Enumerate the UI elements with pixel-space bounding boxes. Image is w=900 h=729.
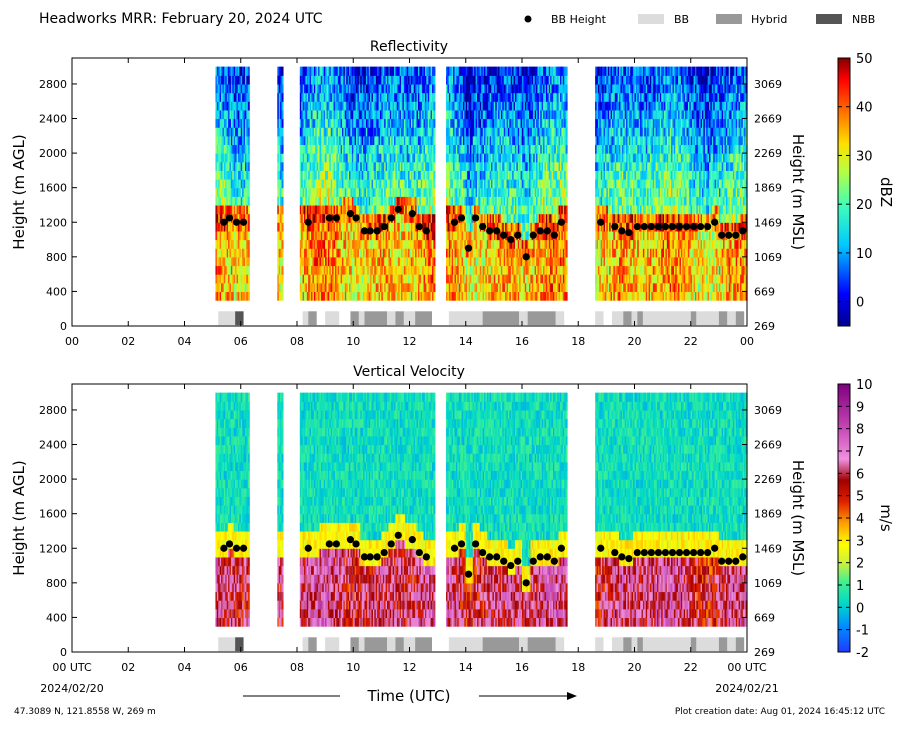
heatmap-cell xyxy=(248,248,250,257)
heatmap-cell xyxy=(433,257,435,266)
heatmap-column xyxy=(248,67,250,301)
heatmap-cell xyxy=(433,248,435,257)
heatmap-cell xyxy=(433,119,435,128)
heatmap-cell xyxy=(282,274,284,283)
heatmap-cell xyxy=(248,179,250,188)
heatmap-cell xyxy=(282,265,284,274)
heatmap-cell xyxy=(282,214,284,223)
legend-marker-bb-height xyxy=(525,16,532,23)
heatmap-cell xyxy=(248,274,250,283)
heatmap-cell xyxy=(433,75,435,84)
heatmap-cell xyxy=(433,231,435,240)
legend-swatch-bb xyxy=(638,14,664,24)
heatmap-cell xyxy=(433,144,435,153)
heatmap-cell xyxy=(248,153,250,162)
heatmap-cell xyxy=(282,205,284,214)
heatmap-cell xyxy=(248,170,250,179)
heatmap-cell xyxy=(248,291,250,300)
heatmap-cell xyxy=(433,179,435,188)
heatmap-cell xyxy=(282,240,284,249)
heatmap-cell xyxy=(433,110,435,119)
heatmap-cell xyxy=(433,101,435,110)
heatmap-cell xyxy=(248,196,250,205)
heatmap-cell xyxy=(282,110,284,119)
heatmap-cell xyxy=(248,127,250,136)
heatmap-cell xyxy=(282,101,284,110)
panel-reflectivity: Reflectivity Height (m AGL) Height (m MS… xyxy=(10,39,895,348)
heatmap-cell xyxy=(248,265,250,274)
heatmap-cell xyxy=(282,291,284,300)
heatmap-cell xyxy=(248,84,250,93)
heatmap-cell xyxy=(282,75,284,84)
heatmap-cell xyxy=(248,110,250,119)
heatmap-cell xyxy=(282,67,284,76)
heatmap-cell xyxy=(282,283,284,292)
heatmap-cell xyxy=(282,119,284,128)
heatmap-cell xyxy=(282,153,284,162)
heatmap-cell xyxy=(248,188,250,197)
heatmap-cell xyxy=(248,240,250,249)
heatmap-cell xyxy=(282,231,284,240)
heatmap-cell xyxy=(433,240,435,249)
heatmap-cell xyxy=(433,283,435,292)
heatmap-cell xyxy=(433,196,435,205)
heatmap-cell xyxy=(248,75,250,84)
heatmap-cell xyxy=(248,93,250,102)
heatmap-cell xyxy=(282,170,284,179)
heatmap-cell xyxy=(248,257,250,266)
heatmap-cell xyxy=(282,196,284,205)
heatmap-cell xyxy=(282,188,284,197)
heatmap-cell xyxy=(433,291,435,300)
heatmap-cell xyxy=(433,222,435,231)
heatmap-cell xyxy=(282,144,284,153)
heatmap-cell xyxy=(433,67,435,76)
heatmap-cell xyxy=(248,136,250,145)
heatmap-cell xyxy=(248,119,250,128)
heatmap-cell xyxy=(433,162,435,171)
legend-label-bb: BB xyxy=(674,13,689,26)
heatmap-cell xyxy=(433,84,435,93)
legend-swatch-nbb xyxy=(816,14,842,24)
heatmap-cell xyxy=(282,179,284,188)
heatmap-cell xyxy=(282,84,284,93)
plot-area-reflectivity xyxy=(215,67,747,325)
legend-label-nbb: NBB xyxy=(852,13,875,26)
heatmap-cell xyxy=(282,222,284,231)
heatmap-cell xyxy=(248,101,250,110)
legend-swatch-hybrid xyxy=(716,14,742,24)
heatmap-cell xyxy=(248,214,250,223)
heatmap-cell xyxy=(248,231,250,240)
heatmap-cell xyxy=(433,214,435,223)
panel-title-reflectivity: Reflectivity xyxy=(370,39,448,55)
heatmap-column xyxy=(433,67,435,301)
heatmap-cell xyxy=(248,222,250,231)
heatmap-cell xyxy=(433,274,435,283)
heatmap-cell xyxy=(282,127,284,136)
header-legend: BB Height BB Hybrid NBB xyxy=(525,13,876,26)
heatmap-cell xyxy=(433,93,435,102)
heatmap-cell xyxy=(433,153,435,162)
heatmap-cell xyxy=(282,162,284,171)
heatmap-cell xyxy=(433,205,435,214)
figure-title: Headworks MRR: February 20, 2024 UTC xyxy=(39,11,323,27)
heatmap-cell xyxy=(282,248,284,257)
heatmap-cell xyxy=(248,67,250,76)
heatmap-column xyxy=(282,67,284,301)
heatmap-cell xyxy=(248,283,250,292)
heatmap-cell xyxy=(433,136,435,145)
heatmap-cell xyxy=(433,188,435,197)
heatmap-cell xyxy=(433,170,435,179)
heatmap-cell xyxy=(282,93,284,102)
heatmap-cell xyxy=(248,162,250,171)
heatmap-cell xyxy=(282,136,284,145)
legend-label-bb-height: BB Height xyxy=(551,13,607,26)
legend-label-hybrid: Hybrid xyxy=(751,13,787,26)
heatmap-cell xyxy=(248,205,250,214)
heatmap-cell xyxy=(433,127,435,136)
heatmap-cell xyxy=(248,144,250,153)
heatmap-cell xyxy=(433,265,435,274)
mrr-figure: Headworks MRR: February 20, 2024 UTC BB … xyxy=(0,0,900,725)
heatmap-cell xyxy=(282,257,284,266)
